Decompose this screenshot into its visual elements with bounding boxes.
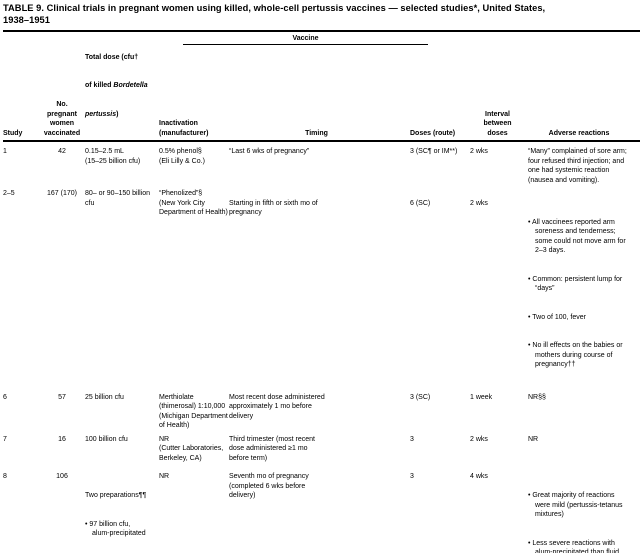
adverse-bullet: • No ill effects on the babies or mother… [528, 342, 623, 369]
adverse-bullet: • Great majority of reactions were mild … [528, 492, 623, 519]
adverse-bullet: • Common: persistent lump for “days” [528, 275, 623, 293]
cell-inactivation: 0.5% phenol§ (Eli Lilly & Co.) [159, 148, 205, 165]
cell-inactivation: “Phenolized”§ (New York City Department … [159, 190, 228, 217]
col-header-interval: Interval between doses [483, 110, 512, 137]
cell-timing: Most recent dose administered approximat… [229, 393, 325, 420]
table-row-study-1: 1 42 0.15–2.5 mL (15–25 billion cfu) 0.5… [3, 147, 640, 185]
col-header-inactivation: Inactivation (manufacturer) [159, 120, 209, 137]
table-row-study-6: 6 57 25 billion cfu Merthiolate (thimero… [3, 393, 640, 431]
header-line: pertussis) [85, 110, 159, 120]
cell-study: 7 [3, 435, 7, 443]
header-line: Total dose (cfu† [85, 53, 139, 61]
adverse-bullet: • Less severe reactions with alum-precip… [528, 539, 620, 553]
title-rule [3, 29, 640, 32]
cell-total-dose: 100 billion cfu [85, 435, 128, 443]
cell-pregnant-women: 57 [58, 393, 66, 401]
cell-interval: 1 week [470, 393, 493, 401]
col-header-adverse: Adverse reactions [548, 129, 610, 137]
cell-study: 2–5 [3, 190, 15, 198]
cell-adverse: “Many” complained of sore arm; four refu… [528, 148, 627, 184]
cell-timing: Starting in fifth or sixth mo of pregnan… [229, 199, 318, 217]
cell-adverse: • All vaccinees reported arm soreness an… [519, 189, 639, 389]
cell-pregnant-women: 16 [58, 435, 66, 443]
cell-adverse: NR [528, 435, 539, 443]
cell-study: 1 [3, 148, 7, 156]
header-rule [3, 140, 640, 143]
adverse-bullet: • Two of 100, fever [528, 313, 586, 321]
cell-pregnant-women: 167 (170) [47, 190, 77, 198]
cell-inactivation: NR [159, 473, 170, 481]
cell-interval: 2 wks [470, 148, 488, 156]
header-text-italic: pertussis [85, 110, 117, 118]
cell-timing: Third trimester (most recent dose admini… [229, 435, 315, 462]
cell-total-dose: Two preparations¶¶ • 97 billion cfu, alu… [85, 472, 159, 553]
cell-total-dose: 80– or 90–150 billion cfu [85, 190, 150, 207]
cell-doses: 6 (SC) [410, 199, 431, 207]
col-group-header-vaccine: Vaccine [183, 34, 428, 46]
header-text-italic: Bordetella [113, 82, 148, 90]
dose-intro: Two preparations¶¶ [85, 492, 147, 500]
col-header-pregnant-women: No. pregnant women vaccinated [43, 101, 81, 137]
col-header-study: Study [3, 129, 23, 137]
header-text: of killed [85, 82, 114, 90]
col-header-timing: Timing [305, 129, 328, 137]
cell-interval: 2 wks [470, 199, 488, 207]
table-body: 1 42 0.15–2.5 mL (15–25 billion cfu) 0.5… [3, 142, 640, 553]
cell-doses: 3 (SC) [410, 393, 431, 401]
adverse-bullet: • All vaccinees reported arm soreness an… [528, 218, 626, 255]
table-row-study-2-5: 2–5 167 (170) 80– or 90–150 billion cfu … [3, 189, 640, 389]
cell-timing: “Last 6 wks of pregnancy” [229, 148, 310, 156]
cell-total-dose: 25 billion cfu [85, 393, 124, 401]
cell-timing: Seventh mo of pregnancy (completed 6 wks… [229, 473, 309, 500]
cell-adverse: NR§§ [528, 393, 546, 401]
col-header-total-dose: Total dose (cfu† of killed Bordetella pe… [85, 34, 159, 139]
col-header-doses: Doses (route) [410, 129, 456, 137]
cell-doses: 3 [410, 435, 414, 443]
cell-interval: 4 wks [470, 473, 488, 481]
cell-pregnant-women: 106 [56, 473, 68, 481]
cell-study: 8 [3, 473, 7, 481]
dose-bullet: • 97 billion cfu, alum-precipitated [85, 520, 146, 538]
header-line: of killed Bordetella [85, 81, 159, 91]
header-text: ) [116, 110, 119, 118]
cell-pregnant-women: 42 [58, 148, 66, 156]
cell-doses: 3 (SC¶ or IM**) [410, 148, 458, 156]
table-title: TABLE 9. Clinical trials in pregnant wom… [3, 3, 546, 25]
cell-study: 6 [3, 393, 7, 401]
cell-interval: 2 wks [470, 435, 488, 443]
cell-inactivation: NR (Cutter Laboratories, Berkeley, CA) [159, 435, 224, 462]
table-row-study-7: 7 16 100 billion cfu NR (Cutter Laborato… [3, 435, 640, 464]
cell-inactivation: Merthiolate (thimerosal) 1:10,000 (Michi… [159, 393, 228, 430]
table-header: Study No. pregnant women vaccinated Tota… [3, 34, 640, 141]
cell-total-dose: 0.15–2.5 mL (15–25 billion cfu) [85, 148, 141, 165]
cell-doses: 3 [410, 473, 414, 481]
cell-adverse: • Great majority of reactions were mild … [519, 472, 639, 553]
table-row-study-8: 8 106 Two preparations¶¶ • 97 billion cf… [3, 472, 640, 553]
